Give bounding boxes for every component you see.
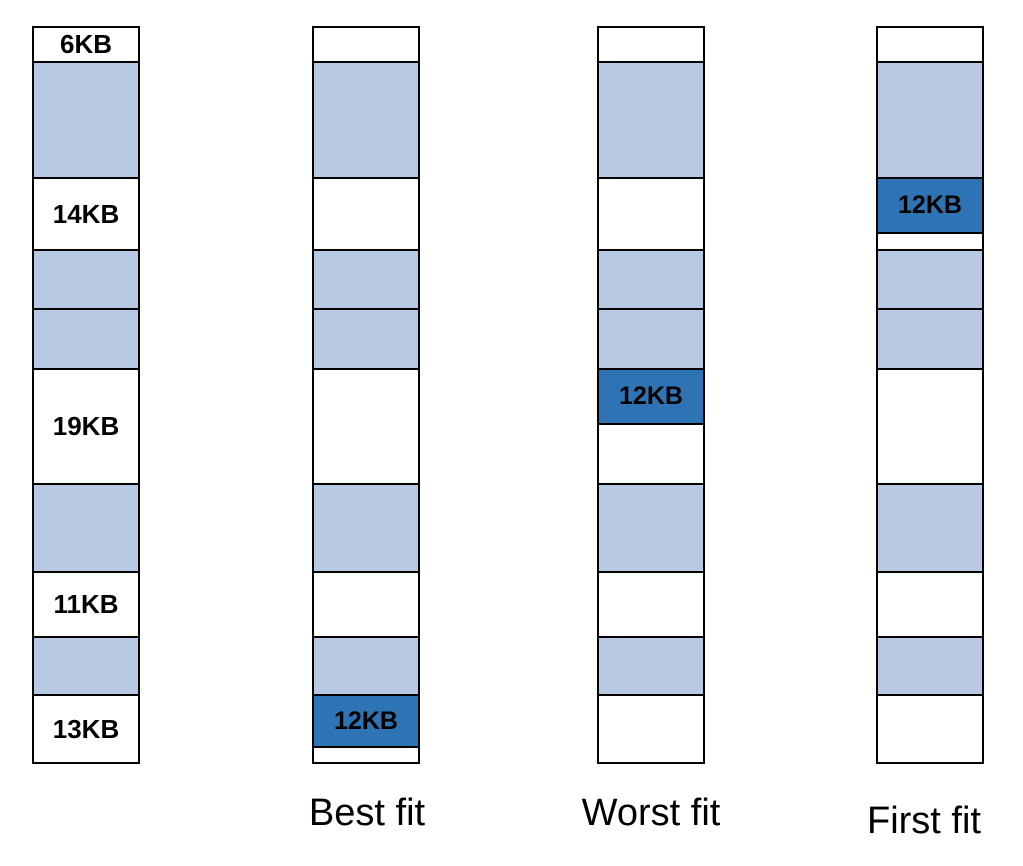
allocated-block-worst-fit: 12KB bbox=[597, 368, 705, 425]
used-block bbox=[32, 249, 140, 310]
hole-label-13kb: 13KB bbox=[52, 713, 120, 744]
used-block bbox=[597, 636, 705, 696]
hole-label-11kb: 11KB bbox=[53, 589, 119, 619]
free-hole-6kb: 6KB bbox=[32, 26, 140, 63]
free-block bbox=[597, 694, 705, 764]
free-block bbox=[597, 177, 705, 251]
free-hole-11kb: 11KB bbox=[32, 571, 140, 638]
memory-column-first-fit: 12KB bbox=[876, 26, 984, 764]
hole-label-6kb: 6KB bbox=[59, 29, 112, 59]
used-block bbox=[876, 483, 984, 573]
caption-best-fit: Best fit bbox=[308, 792, 426, 834]
used-block bbox=[876, 61, 984, 179]
free-block bbox=[597, 571, 705, 638]
allocation-label: 12KB bbox=[619, 382, 683, 410]
free-block bbox=[876, 368, 984, 485]
allocation-label: 12KB bbox=[898, 191, 962, 219]
allocated-block-first-fit: 12KB bbox=[876, 177, 984, 234]
free-block bbox=[312, 571, 420, 638]
free-hole-14kb: 14KB bbox=[32, 177, 140, 251]
free-block bbox=[876, 26, 984, 63]
memory-column-original: 6KB 14KB 19KB 11KB 13KB bbox=[32, 26, 140, 764]
used-block bbox=[597, 249, 705, 310]
used-block bbox=[312, 249, 420, 310]
free-hole-19kb: 19KB bbox=[32, 368, 140, 485]
used-block bbox=[876, 249, 984, 310]
free-hole-13kb: 13KB bbox=[32, 694, 140, 764]
caption-first-fit: First fit bbox=[867, 800, 981, 842]
used-block bbox=[597, 308, 705, 370]
free-block bbox=[876, 694, 984, 764]
caption-worst-fit: Worst fit bbox=[581, 792, 721, 834]
free-block bbox=[876, 571, 984, 638]
hole-label-14kb: 14KB bbox=[52, 198, 120, 229]
allocation-label: 12KB bbox=[334, 706, 398, 735]
free-block bbox=[312, 368, 420, 485]
used-block bbox=[312, 636, 420, 696]
used-block bbox=[876, 308, 984, 370]
used-block bbox=[876, 636, 984, 696]
used-block bbox=[312, 483, 420, 573]
memory-column-worst-fit: 12KB bbox=[597, 26, 705, 764]
memory-column-best-fit: 12KB bbox=[312, 26, 420, 764]
free-block bbox=[312, 177, 420, 251]
used-block bbox=[32, 483, 140, 573]
used-block bbox=[32, 308, 140, 370]
free-block bbox=[597, 26, 705, 63]
hole-label-19kb: 19KB bbox=[52, 411, 120, 441]
used-block bbox=[32, 61, 140, 179]
used-block bbox=[597, 61, 705, 179]
used-block bbox=[32, 636, 140, 696]
used-block bbox=[312, 308, 420, 370]
allocated-block-best-fit: 12KB bbox=[312, 694, 420, 748]
used-block bbox=[312, 61, 420, 179]
used-block bbox=[597, 483, 705, 573]
free-block bbox=[312, 26, 420, 63]
